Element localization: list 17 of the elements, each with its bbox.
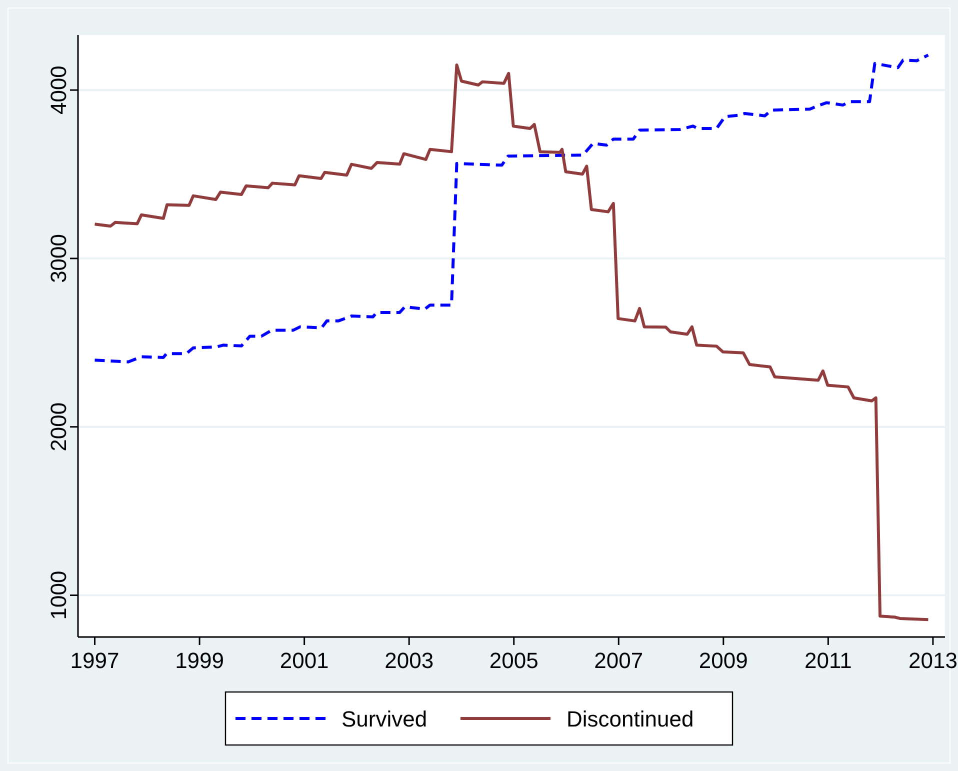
line-series bbox=[93, 63, 930, 622]
x-tick-label: 2007 bbox=[594, 648, 644, 673]
y-tick-label: 4000 bbox=[46, 66, 71, 115]
legend-label: Discontinued bbox=[566, 706, 694, 732]
y-tick-label: 2000 bbox=[46, 402, 71, 452]
y-tick-label: 3000 bbox=[46, 234, 71, 283]
y-tick-label: 1000 bbox=[46, 570, 71, 620]
x-tick-label: 2001 bbox=[280, 648, 329, 673]
line-series bbox=[93, 54, 930, 364]
x-tick-label: 2013 bbox=[908, 648, 958, 673]
x-tick-label: 2009 bbox=[698, 648, 748, 673]
x-tick-label: 2011 bbox=[804, 648, 852, 673]
x-tick-label: 1999 bbox=[175, 648, 224, 673]
legend-label: Survived bbox=[342, 706, 428, 732]
x-tick-label: 2005 bbox=[489, 648, 538, 673]
x-tick-label: 2003 bbox=[384, 648, 434, 673]
x-tick-label: 1997 bbox=[70, 648, 120, 673]
